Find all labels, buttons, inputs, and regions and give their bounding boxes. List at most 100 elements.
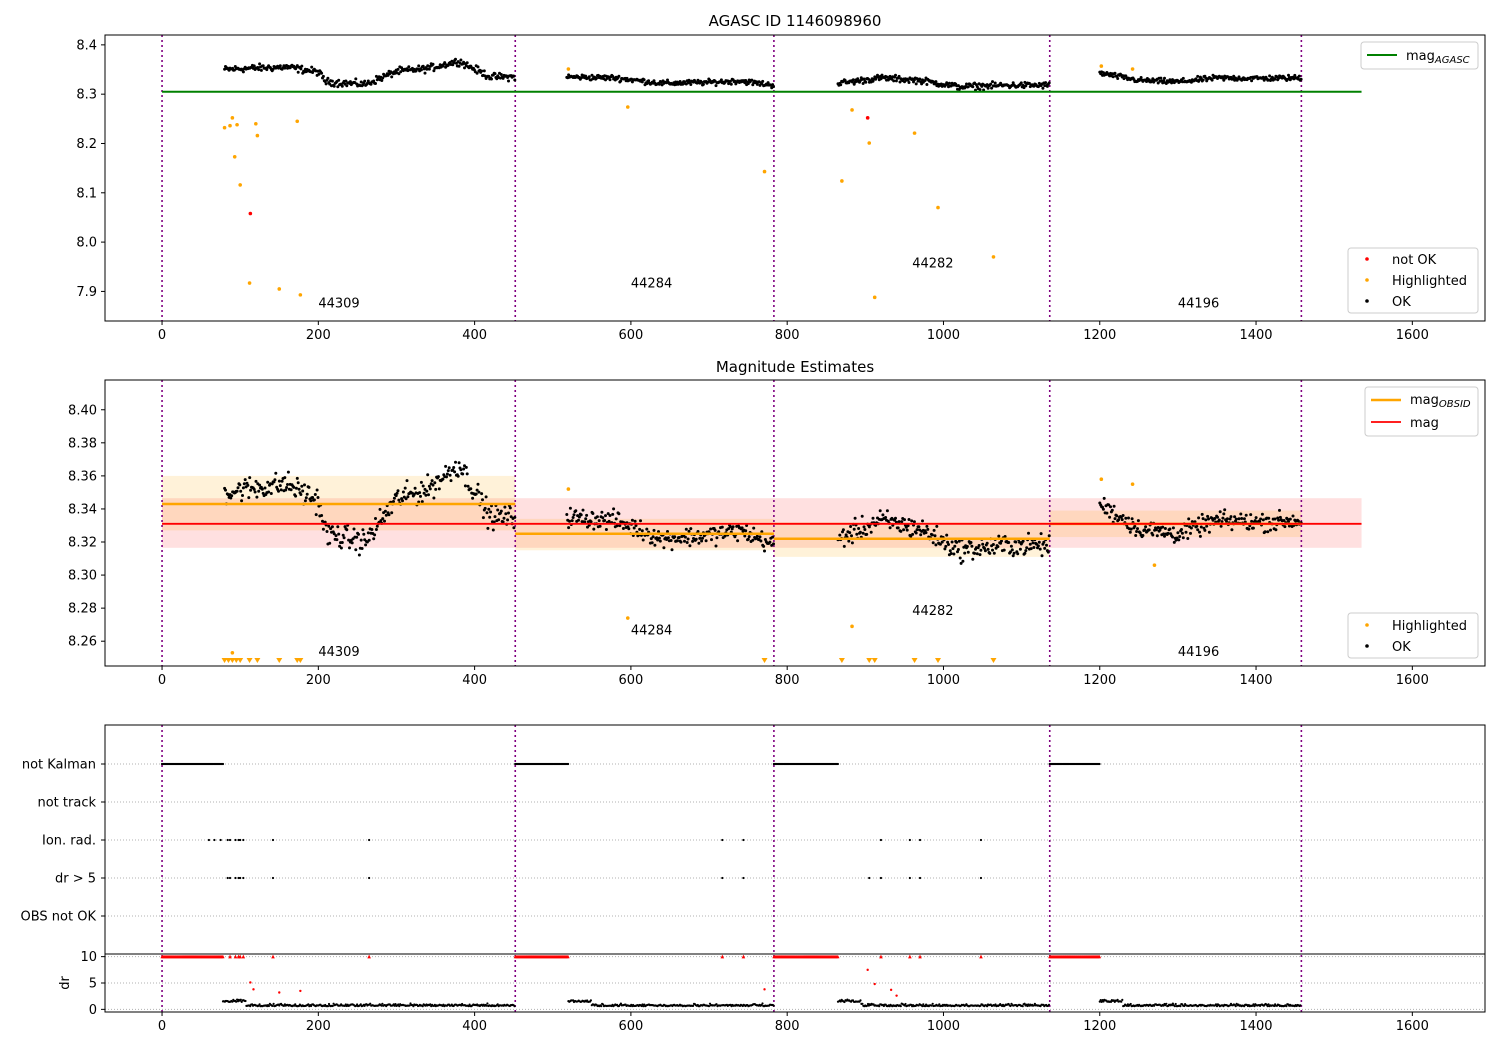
ok-point: [853, 516, 857, 520]
dr-highlight-point: [889, 988, 893, 992]
ok-point: [316, 496, 320, 499]
x-tick-label: 800: [775, 328, 800, 343]
ok-point: [681, 82, 685, 86]
x-tick-label: 1400: [1239, 1019, 1272, 1034]
offscale-marker: [229, 658, 236, 663]
ok-point: [850, 541, 854, 545]
ok-point: [1029, 547, 1033, 551]
ok-point: [324, 82, 328, 86]
dr-point: [930, 1004, 933, 1007]
dr-point: [380, 1004, 383, 1007]
flag-point: [234, 876, 237, 880]
ok-point: [915, 528, 919, 532]
ok-point: [900, 520, 904, 524]
dr-point: [271, 1004, 274, 1008]
dr-clipped-marker: [979, 954, 983, 959]
ok-point: [420, 500, 424, 504]
ok-point: [260, 487, 264, 491]
highlighted-point: [255, 133, 260, 138]
ok-point: [426, 473, 430, 477]
highlighted-point: [235, 122, 239, 127]
ok-point: [289, 488, 293, 492]
ok-point: [379, 519, 383, 523]
ok-point: [436, 475, 440, 479]
flag-point: [237, 876, 240, 880]
ok-point: [431, 483, 435, 487]
not-ok-point: [248, 211, 253, 216]
ok-point: [1223, 508, 1227, 512]
ok-point: [1250, 519, 1254, 523]
ok-point: [728, 525, 732, 529]
flag-point: [228, 838, 232, 842]
ok-point: [986, 86, 990, 90]
ok-point: [1046, 550, 1050, 554]
offscale-marker: [246, 658, 253, 663]
ok-point: [421, 64, 425, 68]
dr-point: [397, 1003, 400, 1006]
ok-point: [568, 519, 571, 523]
ok-point: [612, 507, 616, 511]
ok-point: [310, 65, 314, 69]
ok-point: [973, 551, 977, 555]
ok-point: [426, 64, 430, 68]
ok-point: [935, 524, 939, 528]
legend-marker-ok: [1365, 644, 1369, 648]
ok-point: [419, 480, 423, 484]
ok-point: [847, 539, 851, 543]
ok-point: [850, 534, 853, 538]
flag-point: [271, 838, 275, 842]
ok-point: [332, 84, 336, 88]
ok-point: [481, 498, 484, 502]
ok-point: [589, 520, 593, 524]
ok-point: [387, 513, 391, 517]
ok-point: [585, 513, 589, 517]
ok-point: [258, 483, 262, 487]
ok-point: [307, 485, 311, 489]
ok-point: [296, 70, 300, 74]
x-tick-label: 200: [306, 328, 331, 343]
flag-point: [742, 838, 745, 842]
ok-point: [617, 512, 621, 516]
ok-point: [896, 526, 900, 530]
ok-point: [959, 561, 963, 565]
ok-point: [283, 476, 287, 480]
ok-point: [1228, 517, 1232, 521]
ok-point: [501, 76, 505, 80]
ok-point: [1159, 76, 1163, 80]
ok-point: [1134, 534, 1138, 537]
ok-point: [446, 469, 450, 473]
ok-point: [772, 85, 775, 89]
flag-point: [368, 838, 371, 842]
highlighted-point: [1130, 67, 1135, 71]
ok-point: [584, 517, 588, 521]
dr-point: [282, 1004, 285, 1008]
ok-point: [606, 512, 610, 516]
ok-point: [618, 524, 622, 528]
ok-point: [666, 78, 669, 82]
ok-point: [303, 499, 307, 503]
ok-point: [1218, 510, 1222, 514]
ok-point: [1199, 525, 1203, 529]
ok-point: [432, 496, 436, 500]
ok-point: [299, 67, 303, 71]
ok-point: [297, 487, 301, 491]
dr-clipped-marker: [367, 954, 371, 959]
ok-point: [347, 538, 351, 542]
ok-point: [1186, 537, 1190, 540]
y-tick-label: 10: [80, 950, 97, 965]
ok-point: [1135, 530, 1139, 533]
ok-point: [1217, 518, 1221, 522]
ok-point: [860, 514, 864, 518]
ok-point: [469, 487, 473, 491]
ok-point: [476, 482, 480, 486]
ok-point: [1237, 517, 1241, 521]
ok-point: [355, 535, 359, 539]
ok-point: [247, 496, 251, 500]
ok-point: [944, 544, 948, 548]
legend-label-mag-obsid: magOBSID: [1410, 393, 1471, 410]
x-tick-label: 200: [306, 1019, 331, 1034]
ok-point: [696, 78, 700, 82]
y-tick-label: 8.32: [68, 536, 97, 551]
ok-point: [856, 77, 860, 81]
ok-point: [312, 498, 316, 502]
